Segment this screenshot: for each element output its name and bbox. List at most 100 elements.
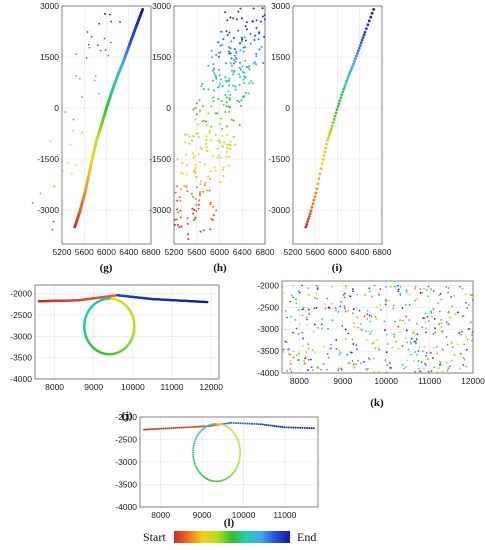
loop-point	[235, 436, 238, 439]
scatter-point	[406, 359, 409, 362]
loop-point	[196, 434, 199, 437]
noise-point	[104, 49, 107, 52]
scatter-point	[352, 364, 354, 367]
scatter-point	[399, 319, 401, 322]
scatter-point	[423, 317, 426, 319]
scatter-point	[449, 316, 451, 319]
scatter-point	[225, 96, 228, 99]
scatter-point	[364, 294, 366, 297]
x-tick-label: 6000	[328, 247, 347, 257]
scatter-point	[392, 307, 395, 310]
trajectory-point	[341, 90, 345, 94]
y-tick-label: -2500	[115, 435, 137, 445]
loop-point	[221, 423, 224, 426]
trajectory-point	[307, 214, 311, 218]
noise-point	[98, 22, 101, 25]
scatter-point	[366, 313, 369, 316]
trajectory-point	[149, 428, 151, 431]
scatter-point	[302, 308, 304, 311]
scatter-point	[424, 321, 427, 324]
scatter-point	[391, 346, 394, 349]
trajectory-point	[166, 427, 169, 430]
scatter-point	[192, 157, 195, 160]
trajectory-point	[234, 422, 237, 425]
x-tick-label: 6000	[210, 247, 229, 257]
scatter-point	[229, 47, 232, 50]
scatter-point	[308, 313, 311, 316]
scatter-point	[228, 155, 231, 158]
scatter-point	[241, 38, 244, 41]
scatter-point	[245, 65, 248, 68]
scatter-point	[351, 360, 354, 362]
trajectory-point	[307, 217, 310, 221]
scatter-point	[232, 135, 235, 138]
scatter-point	[232, 62, 235, 65]
scatter-point	[219, 82, 222, 85]
scatter-point	[373, 284, 376, 287]
scatter-point	[406, 341, 409, 344]
scatter-point	[342, 293, 345, 296]
scatter-point	[370, 330, 373, 333]
scatter-point	[401, 307, 404, 310]
trajectory-point	[180, 426, 183, 429]
scatter-point	[186, 133, 189, 136]
scatter-point	[316, 297, 319, 300]
scatter-point	[330, 285, 333, 288]
scatter-point	[284, 328, 287, 331]
scatter-point	[195, 209, 198, 212]
scatter-point	[363, 315, 366, 318]
trajectory-point	[366, 23, 370, 27]
scatter-point	[366, 310, 369, 312]
scatter-point	[203, 163, 206, 166]
scatter-point	[366, 318, 369, 320]
scatter-point	[195, 203, 198, 206]
trajectory-point	[348, 71, 351, 75]
scatter-point	[195, 102, 198, 105]
scatter-point	[373, 371, 376, 373]
loop-point	[200, 473, 203, 476]
trajectory-point	[287, 426, 290, 429]
scatter-point	[205, 120, 208, 123]
trajectory-point	[349, 69, 352, 73]
loop-point	[193, 440, 196, 443]
scatter-point	[424, 312, 427, 315]
trajectory-point	[292, 426, 295, 429]
trajectory-point	[303, 426, 306, 429]
loop-point	[236, 438, 239, 441]
scatter-point	[466, 348, 468, 351]
scatter-point	[230, 64, 233, 67]
scatter-point	[329, 307, 332, 310]
scatter-point	[212, 96, 215, 99]
loop-point	[234, 468, 237, 471]
plot-frame	[139, 416, 319, 508]
scatter-point	[314, 297, 316, 299]
scatter-point	[242, 78, 245, 81]
scatter-point	[307, 287, 310, 290]
scatter-point	[355, 307, 358, 309]
scatter-point	[326, 353, 329, 355]
trajectory-point	[314, 191, 318, 195]
scatter-point	[414, 340, 417, 343]
loop-point	[224, 478, 227, 481]
trajectory-point	[327, 134, 331, 137]
scatter-point	[385, 333, 388, 336]
x-tick-label: 9000	[193, 510, 212, 520]
scatter-point	[414, 285, 417, 288]
scatter-point	[216, 156, 219, 159]
trajectory-point	[162, 427, 165, 430]
scatter-point	[384, 329, 386, 332]
scatter-point	[182, 172, 185, 175]
loop-point	[213, 480, 216, 483]
scatter-point	[212, 205, 215, 208]
loop-point	[211, 479, 214, 482]
scatter-point	[226, 151, 229, 154]
scatter-point	[363, 360, 365, 363]
scatter-point	[412, 331, 415, 334]
scatter-point	[432, 290, 435, 292]
scatter-point	[377, 346, 379, 348]
scatter-point	[219, 156, 222, 159]
scatter-point	[407, 348, 410, 351]
scatter-point	[434, 327, 436, 330]
trajectory-point	[342, 87, 346, 91]
scatter-point	[229, 140, 232, 143]
